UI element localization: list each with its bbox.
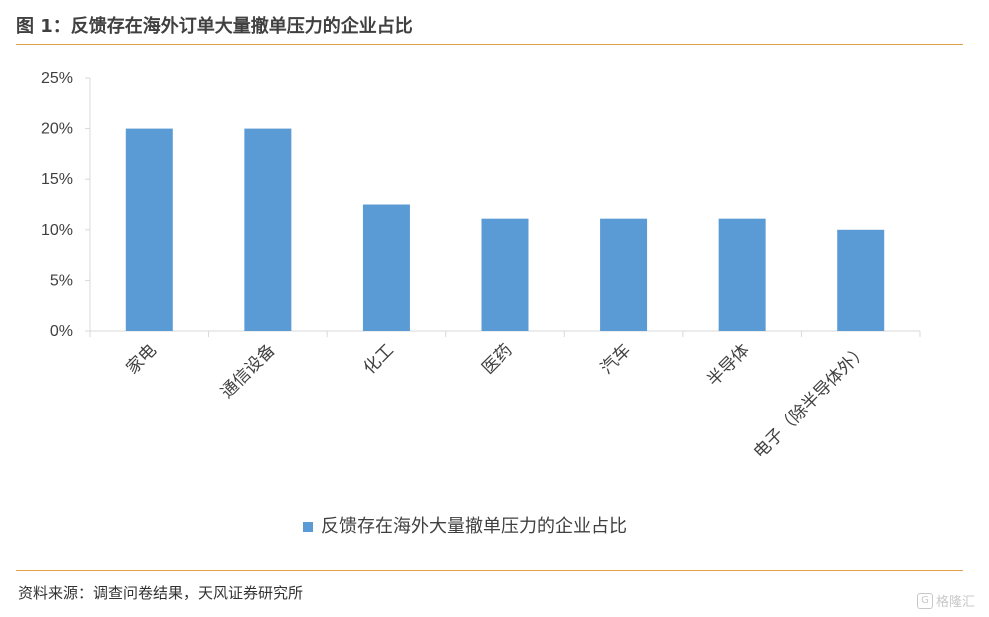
x-category-label: 电子（除半导体外） — [750, 340, 872, 462]
bar — [481, 218, 529, 331]
legend-swatch — [303, 522, 313, 532]
watermark: G 格隆汇 — [916, 591, 975, 610]
bar — [125, 128, 173, 331]
y-tick-label: 25% — [41, 70, 73, 87]
legend-label: 反馈存在海外大量撤单压力的企业占比 — [321, 516, 627, 537]
watermark-text: 格隆汇 — [935, 595, 975, 610]
bar — [600, 218, 648, 331]
bar — [244, 128, 292, 331]
y-tick-label: 0% — [50, 323, 73, 340]
watermark-logo-icon: G — [916, 592, 933, 609]
x-category-label: 医药 — [478, 340, 516, 378]
x-category-label: 汽车 — [597, 340, 635, 378]
bar-chart: 0% 5% 10% 15% 20% 25% 家电 通信设备 化工 医药 汽车 半导体电子（除半导体外）… — [41, 70, 921, 537]
footer-divider — [16, 570, 963, 571]
x-category-label: 化工 — [360, 340, 398, 378]
source-note: 资料来源：调查问卷结果，天风证券研究所 — [18, 584, 304, 602]
bar — [718, 218, 766, 331]
y-tick-label: 10% — [41, 222, 73, 239]
chart-title: 图 1：反馈存在海外订单大量撤单压力的企业占比 — [16, 16, 413, 37]
x-category-label: 半导体 — [703, 340, 753, 390]
y-tick-label: 5% — [50, 272, 73, 289]
y-tick-label: 20% — [41, 121, 73, 138]
x-category-label: 通信设备 — [217, 340, 279, 402]
title-divider — [16, 44, 963, 45]
bar — [837, 229, 885, 331]
bar — [362, 204, 410, 331]
x-category-label: 家电 — [123, 340, 161, 378]
y-tick-label: 15% — [41, 171, 73, 188]
